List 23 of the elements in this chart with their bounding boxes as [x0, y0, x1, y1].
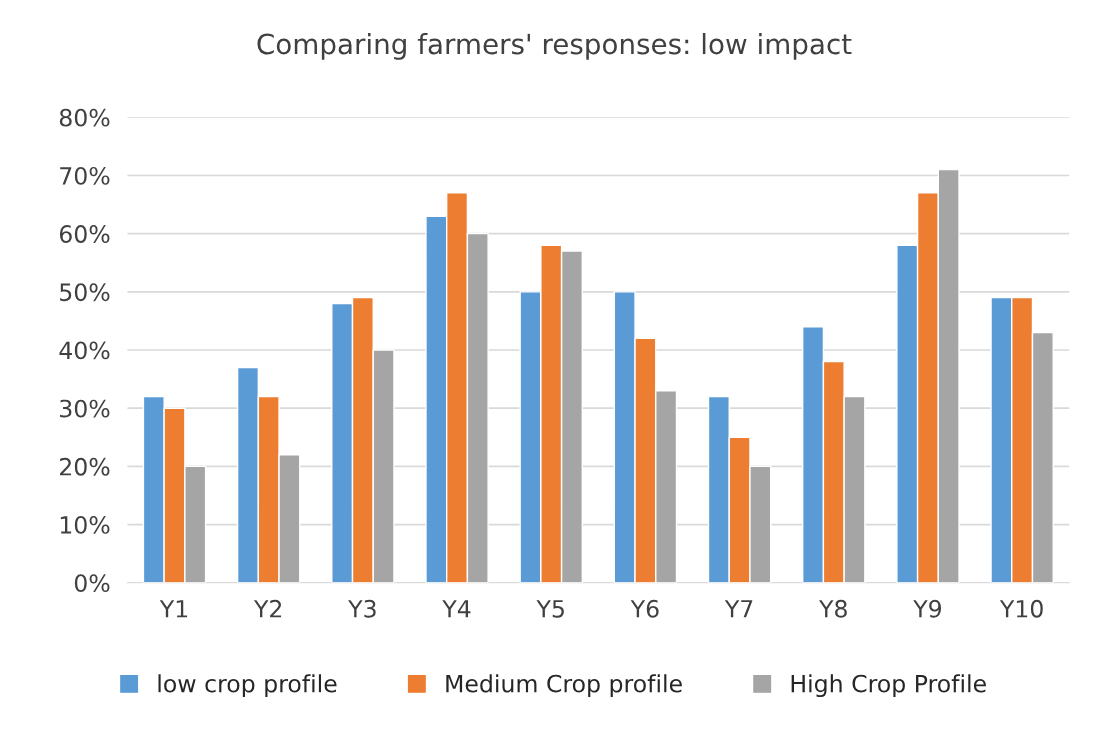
x-tick-label: Y1 [159, 600, 188, 618]
y-tick-label: 50% [60, 283, 110, 302]
chart-title: Comparing farmers' responses: low impact [257, 32, 852, 60]
y-tick-label: 30% [60, 399, 110, 418]
legend-label: High Crop Profile [791, 674, 986, 698]
x-tick-label: Y10 [999, 599, 1043, 618]
x-tick-label: Y6 [630, 599, 659, 618]
legend-label: Medium Crop profile [446, 674, 682, 698]
x-tick-label: Y2 [253, 599, 282, 618]
y-tick-label: 10% [60, 516, 110, 534]
y-tick-label: 80% [59, 108, 110, 127]
x-tick-label: Y5 [536, 600, 564, 618]
x-tick-label: Y8 [819, 599, 847, 618]
x-tick-label: Y3 [348, 599, 376, 618]
y-tick-label: 0% [74, 574, 110, 593]
y-tick-label: 40% [59, 341, 110, 360]
x-tick-label: Y9 [913, 599, 942, 618]
y-tick-label: 20% [60, 457, 110, 476]
y-tick-label: 70% [60, 166, 110, 185]
x-tick-label: Y7 [724, 600, 753, 618]
legend-label: low crop profile [158, 674, 337, 698]
x-tick-label: Y4 [442, 600, 471, 618]
y-tick-label: 60% [59, 225, 110, 243]
